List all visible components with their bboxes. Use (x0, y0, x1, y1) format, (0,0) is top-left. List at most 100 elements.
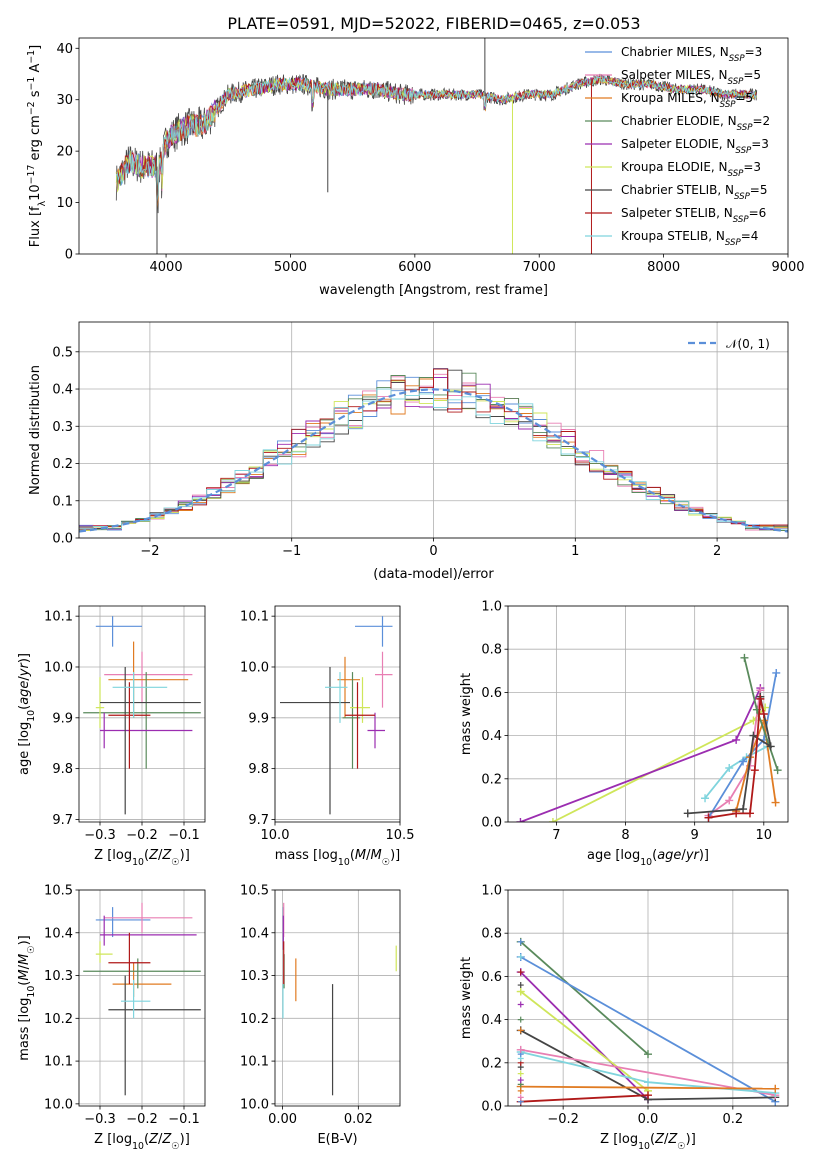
y-tick-label: 9.7 (248, 813, 269, 828)
x-axis-label: age [log10(age/yr)] (587, 848, 709, 868)
residual_histogram-data (79, 368, 788, 533)
y-tick-label: 0.4 (52, 383, 73, 398)
label-segment: =4 (741, 229, 759, 243)
weight-marker-chabrier_miles (772, 668, 781, 677)
weight-marker-chabrier_elodie (740, 653, 749, 662)
y-tick-label: 10.3 (240, 969, 269, 984)
label-segment: Chabrier ELODIE, N (621, 114, 737, 128)
x-tick-label: −0.3 (84, 1112, 116, 1127)
y-axis-label: mass weight (459, 673, 474, 755)
x-tick-label: 0 (429, 544, 437, 559)
weight-marker-kroupa_stelib (644, 1078, 652, 1087)
label-segment: ] (28, 45, 43, 50)
y-tick-label: 1.0 (481, 600, 502, 615)
label-segment: / (664, 1132, 669, 1147)
label-segment: Z (654, 1132, 665, 1147)
label-segment: −17 (26, 165, 37, 185)
label-segment: mass [log (17, 998, 32, 1061)
y-tick-label: 10.1 (44, 610, 73, 625)
y-tick-label: 0.3 (52, 420, 73, 435)
y-tick-label: 0.0 (481, 816, 502, 831)
label-segment: age (657, 848, 681, 863)
x-tick-label: 6000 (398, 260, 431, 275)
label-segment: mass [log (275, 848, 338, 863)
weight-marker-salpeter_stelib (750, 766, 759, 775)
legend-entry: Salpeter MILES, NSSP=5 (621, 68, 761, 87)
x-tick-label: −1 (282, 544, 301, 559)
weight-marker-chabrier_elodie (644, 1050, 652, 1059)
mass_vs_EBV-data (282, 902, 397, 1096)
label-segment: M (17, 954, 32, 965)
x-axis-label: E(B-V) (317, 1132, 357, 1147)
x-axis-label: mass [log10(M/M☉)] (275, 848, 401, 868)
label-segment: Salpeter ELODIE, N (621, 137, 735, 151)
y-axis-label: Normed distribution (28, 365, 43, 495)
x-axis-label: Z [log10(Z/Z☉)] (600, 1132, 696, 1152)
x-tick-label: 1 (571, 544, 579, 559)
edge-marker (517, 1094, 524, 1101)
y-tick-label: 9.9 (52, 711, 73, 726)
y-tick-label: 0.6 (481, 686, 502, 701)
label-segment: A (28, 64, 43, 77)
label-segment: / (17, 964, 32, 969)
label-segment: =3 (745, 45, 763, 59)
x-tick-label: 7 (552, 828, 560, 843)
y-tick-label: 1.0 (481, 884, 502, 899)
label-segment: erg cm (28, 115, 43, 164)
label-segment: ( (144, 848, 149, 863)
label-segment: 10 (338, 857, 350, 868)
x-tick-label: 9 (691, 828, 699, 843)
label-segment: Z [log (94, 848, 132, 863)
weight-marker-salpeter_stelib (704, 813, 713, 822)
label-segment: =6 (749, 206, 767, 220)
label-segment: 10 (26, 710, 37, 722)
weight-line-salpeter_elodie (520, 971, 649, 1101)
normal-curve (79, 388, 788, 533)
y-tick-label: 10 (56, 196, 73, 211)
edge-marker (517, 953, 524, 960)
edge-marker (517, 1001, 524, 1008)
weight-line-kroupa_miles (520, 1085, 776, 1090)
y-tick-label: 10.1 (240, 1055, 269, 1070)
x-tick-label: 2 (713, 544, 721, 559)
spectrum-line-kroupa_stelib (115, 74, 757, 202)
weight-line-chabrier_miles (520, 956, 776, 1103)
histogram-salpeter_stelib (79, 368, 788, 531)
label-segment: ☉ (171, 1141, 179, 1152)
label-segment: / (17, 676, 32, 681)
label-segment: Z [log (94, 1132, 132, 1147)
label-segment: )] (699, 848, 709, 863)
label-segment: 10 (640, 857, 652, 868)
figure-title: PLATE=0591, MJD=52022, FIBERID=0465, z=0… (227, 14, 640, 33)
x-tick-label: 8000 (647, 260, 680, 275)
label-segment: 10 (132, 1141, 144, 1152)
label-segment: =3 (743, 160, 761, 174)
label-segment: SSP (728, 169, 745, 179)
label-segment: ( (350, 848, 355, 863)
weight-marker-salpeter_stelib (759, 710, 768, 718)
y-tick-label: 10.1 (240, 610, 269, 625)
x-axis-label: wavelength [Angstrom, rest frame] (319, 283, 548, 298)
age_vs_mass-data (280, 616, 393, 815)
y-tick-label: 0.0 (52, 532, 73, 547)
label-segment: age [log (587, 848, 640, 863)
weight-marker-chabrier_stelib (749, 731, 758, 740)
y-tick-label: 0.2 (481, 1056, 502, 1071)
y-tick-label: 40 (56, 42, 73, 57)
x-tick-label: 8 (621, 828, 629, 843)
label-segment: ( (17, 705, 32, 710)
y-tick-label: 0.8 (481, 643, 502, 658)
label-segment: Kroupa ELODIE, N (621, 160, 728, 174)
label-segment: yr (685, 848, 701, 863)
legend-normal-label: 𝒩(0, 1) (726, 337, 770, 351)
weight-marker-salpeter_elodie (732, 735, 741, 744)
y-tick-label: 0.4 (481, 1013, 502, 1028)
y-tick-label: 0.0 (481, 1100, 502, 1115)
y-axis-label: mass [log10(M/M☉)] (17, 935, 37, 1061)
label-segment: −1 (26, 50, 37, 64)
y-axis-label: age [log10(age/yr)] (17, 653, 37, 775)
x-tick-label: 4000 (150, 260, 183, 275)
y-tick-label: 30 (56, 93, 73, 108)
weight-line-chabrier_miles (707, 672, 778, 819)
weight-line-kroupa_elodie (520, 990, 649, 1092)
